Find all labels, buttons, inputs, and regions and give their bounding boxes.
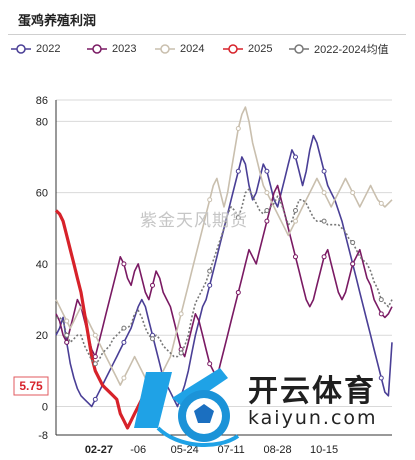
series-point (92, 361, 98, 367)
legend-label-2022: 2022 (36, 43, 61, 55)
legend-item-2023[interactable]: 2023 (86, 40, 136, 58)
legend-label-2023: 2023 (112, 43, 137, 55)
series-point (321, 218, 327, 224)
y-tick-label: 80 (36, 116, 48, 128)
x-tick-label: 10-15 (310, 444, 338, 456)
legend-item-average[interactable]: 2022-2024均值 (288, 40, 389, 58)
logo-brand-name: 开云体育 (248, 374, 376, 409)
x-tick-label: 05-24 (171, 444, 199, 456)
legend-label-average: 2022-2024均值 (314, 44, 389, 56)
series-point (235, 168, 241, 174)
series-line-2023 (55, 184, 393, 379)
y-tick-label: 40 (36, 259, 48, 271)
series-point (207, 361, 213, 367)
series-point (235, 215, 241, 221)
x-tick-label: 07-11 (217, 444, 244, 456)
y-tick-label: 86 (36, 95, 48, 107)
series-point (292, 207, 298, 213)
y-tick-label: 60 (36, 188, 48, 200)
legend-swatch-2022-icon (11, 44, 31, 54)
series-point (292, 218, 298, 224)
series-point (292, 254, 298, 260)
series-point (150, 282, 156, 288)
series-point (121, 261, 127, 267)
series-point (378, 375, 384, 381)
series-point (178, 311, 184, 317)
series-point (235, 126, 241, 132)
series-point (64, 318, 70, 324)
series-point (92, 354, 98, 360)
series-point (292, 154, 298, 160)
series-point (378, 311, 384, 317)
series-line-2024 (55, 106, 393, 394)
y-tick-label: -8 (38, 430, 48, 442)
legend-swatch-2023-icon (87, 44, 107, 54)
legend-item-2025[interactable]: 2025 (222, 40, 272, 58)
series-point (207, 282, 213, 288)
series-point (121, 375, 127, 381)
x-tick-label: -06 (130, 444, 146, 456)
series-point (350, 261, 356, 267)
legend-swatch-2025-icon (223, 44, 243, 54)
series-point (378, 200, 384, 206)
series-point (264, 190, 270, 196)
series-point (235, 289, 241, 295)
legend-item-2024[interactable]: 2024 (154, 40, 204, 58)
series-point (92, 396, 98, 402)
series-point (150, 336, 156, 342)
chart-legend: 2022 2023 2024 2025 2022-2024均值 (6, 40, 411, 60)
series-point (178, 350, 184, 356)
series-point (321, 254, 327, 260)
watermark-text: 紫金天风期货 (140, 211, 248, 231)
series-point (64, 332, 70, 338)
series-point (207, 268, 213, 274)
series-point (378, 297, 384, 303)
kaiyun-logo-icon (134, 368, 240, 447)
series-point (121, 325, 127, 331)
series-point (321, 168, 327, 174)
series-point (321, 190, 327, 196)
series-line-2022 (55, 134, 393, 408)
series-point (350, 190, 356, 196)
series-point (350, 240, 356, 246)
x-tick-label: 02-27 (85, 444, 113, 456)
legend-label-2025: 2025 (248, 43, 273, 55)
chart-title: 蛋鸡养殖利润 (18, 14, 97, 29)
current-value-label: 5.75 (19, 379, 43, 393)
series-point (207, 197, 213, 203)
series-point (264, 168, 270, 174)
logo-url: kaiyun.com (248, 407, 378, 429)
title-divider (8, 34, 406, 35)
series-point (121, 339, 127, 345)
legend-swatch-average-icon (289, 44, 309, 54)
legend-label-2024: 2024 (180, 43, 205, 55)
legend-item-2022[interactable]: 2022 (10, 40, 60, 58)
series-line-2025 (54, 209, 147, 430)
legend-swatch-2024-icon (155, 44, 175, 54)
x-tick-label: 08-28 (264, 444, 292, 456)
y-tick-label: 20 (36, 330, 48, 342)
current-value-box (13, 376, 49, 396)
series-point (64, 339, 70, 345)
series-line-2022-2024均值 (56, 188, 393, 365)
series-point (264, 218, 270, 224)
y-tick-label: 0 (42, 401, 48, 413)
series-point (264, 207, 270, 213)
series-point (92, 332, 98, 338)
